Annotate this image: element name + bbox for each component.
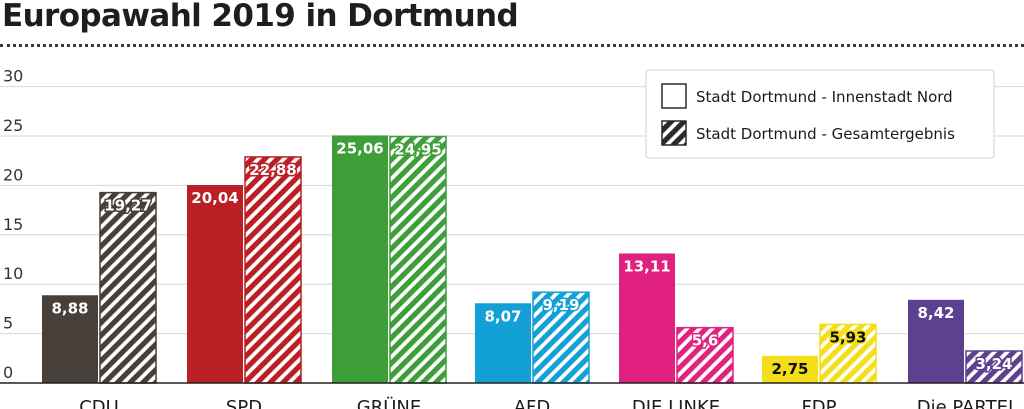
data-label: 8,42 <box>917 304 954 322</box>
bar-die-partei-gesamt <box>965 350 1023 384</box>
legend-label: Stadt Dortmund - Gesamtergebnis <box>696 125 955 143</box>
bar-gruene-gesamt <box>389 135 447 384</box>
title-divider <box>0 44 1024 47</box>
data-label: 13,11 <box>623 257 670 275</box>
data-label: 20,04 <box>191 189 238 207</box>
y-tick-label: 25 <box>3 116 23 135</box>
data-label: 22,88 <box>249 161 296 179</box>
data-label: 5,93 <box>829 328 866 346</box>
bar-spd-gesamt <box>244 156 302 384</box>
x-tick-label: GRÜNE <box>357 396 421 409</box>
legend-label: Stadt Dortmund - Innenstadt Nord <box>696 88 953 106</box>
bar-die-partei-innenstadt <box>908 299 964 383</box>
bar-afd-gesamt <box>532 291 590 384</box>
legend-swatch <box>661 120 687 146</box>
axes: 0 5 10 15 20 25 30 CDU SPD GRÜNE AFD DIE LINKE FDP Di… <box>0 67 1024 409</box>
bar-cdu-innenstadt <box>42 295 98 383</box>
bar-fdp-gesamt <box>819 323 877 384</box>
bar-die-linke-gesamt <box>676 326 734 384</box>
legend-swatch <box>661 83 687 109</box>
x-tick-label: Die PARTEI <box>917 397 1014 409</box>
y-tick-label: 0 <box>3 363 13 382</box>
data-label: 3,24 <box>975 355 1012 373</box>
y-tick-label: 10 <box>3 264 23 283</box>
legend: Stadt Dortmund - Innenstadt Nord Stadt Do… <box>645 69 995 159</box>
bar-afd-innenstadt <box>475 303 531 383</box>
y-tick-label: 5 <box>3 314 13 333</box>
bars <box>42 135 1023 384</box>
y-tick-label: 15 <box>3 215 23 234</box>
data-label: 9,19 <box>542 296 579 314</box>
x-tick-label: AFD <box>514 397 551 409</box>
data-label: 8,07 <box>484 307 521 325</box>
x-tick-label: FDP <box>801 397 836 409</box>
y-tick-label: 20 <box>3 165 23 184</box>
bar-cdu-gesamt <box>99 191 157 384</box>
y-tick-label: 30 <box>3 67 23 86</box>
data-label: 5,6 <box>692 332 719 350</box>
x-tick-label: SPD <box>226 397 262 409</box>
bar-gruene-innenstadt <box>332 135 388 383</box>
x-tick-label: CDU <box>79 397 119 409</box>
data-label: 8,88 <box>51 299 88 317</box>
x-tick-label: DIE LINKE <box>632 397 720 409</box>
data-label: 2,75 <box>771 360 808 378</box>
bar-fdp-innenstadt <box>762 355 818 383</box>
data-label: 25,06 <box>336 139 383 157</box>
value-labels: 8,88 19,27 20,04 22,88 25,06 24,95 8,07 9,19 13,… <box>51 139 1014 378</box>
data-label: 19,27 <box>104 197 151 215</box>
bar-spd-innenstadt <box>187 185 243 383</box>
legend-box <box>645 69 995 159</box>
data-label: 24,95 <box>394 140 441 158</box>
chart-title: Europawahl 2019 in Dortmund <box>2 0 519 34</box>
bar-die-linke-innenstadt <box>619 253 675 383</box>
